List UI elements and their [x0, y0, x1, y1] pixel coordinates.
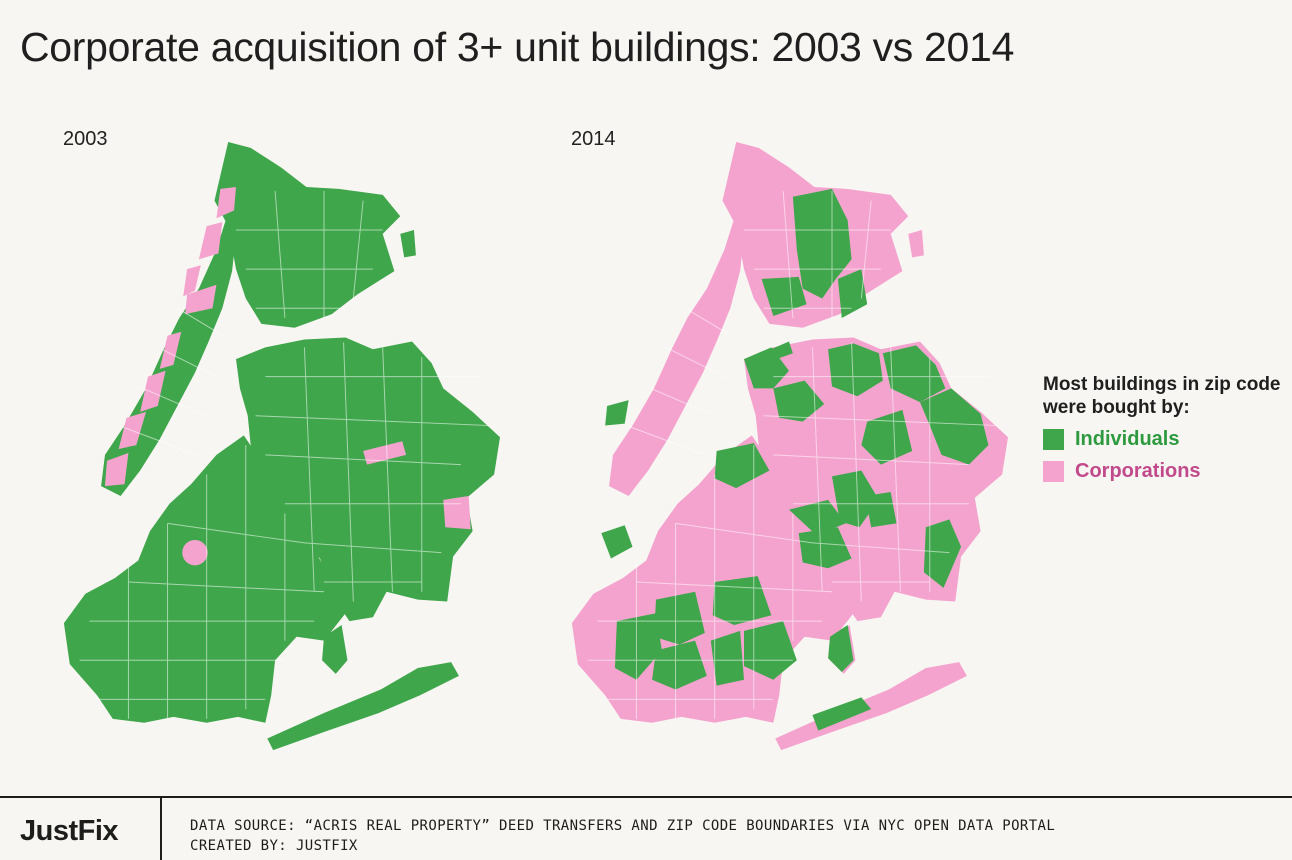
map-year-label-2014: 2014	[571, 128, 616, 150]
footer: JustFix DATA SOURCE: “ACRIS REAL PROPERT…	[0, 796, 1292, 860]
map-2003	[63, 142, 500, 751]
map-legend: Most buildings in zip code were bought b…	[1043, 373, 1283, 483]
legend-title: Most buildings in zip code were bought b…	[1043, 374, 1281, 418]
nyc-zip-choropleth-icon	[571, 142, 1008, 751]
legend-label-corporations: Corporations	[1075, 460, 1201, 482]
map-2014	[571, 142, 1008, 751]
legend-label-individuals: Individuals	[1075, 428, 1180, 450]
zip-boundaries	[79, 190, 491, 719]
zip-boundaries	[587, 190, 999, 719]
created-by-text: CREATED BY: JUSTFIX	[190, 838, 358, 854]
footer-credits: DATA SOURCE: “ACRIS REAL PROPERTY” DEED …	[190, 816, 1055, 856]
nyc-zip-choropleth-icon	[63, 142, 500, 751]
page-title: Corporate acquisition of 3+ unit buildin…	[20, 24, 1015, 70]
individuals-swatch	[1043, 429, 1064, 450]
brand-logo: JustFix	[20, 815, 119, 847]
corporations-swatch	[1043, 461, 1064, 482]
legend-item-corporations: Corporations	[1043, 460, 1283, 483]
map-year-label-2003: 2003	[63, 128, 108, 150]
data-source-text: DATA SOURCE: “ACRIS REAL PROPERTY” DEED …	[190, 818, 1056, 834]
footer-brand: JustFix	[0, 798, 162, 860]
legend-item-individuals: Individuals	[1043, 428, 1283, 451]
